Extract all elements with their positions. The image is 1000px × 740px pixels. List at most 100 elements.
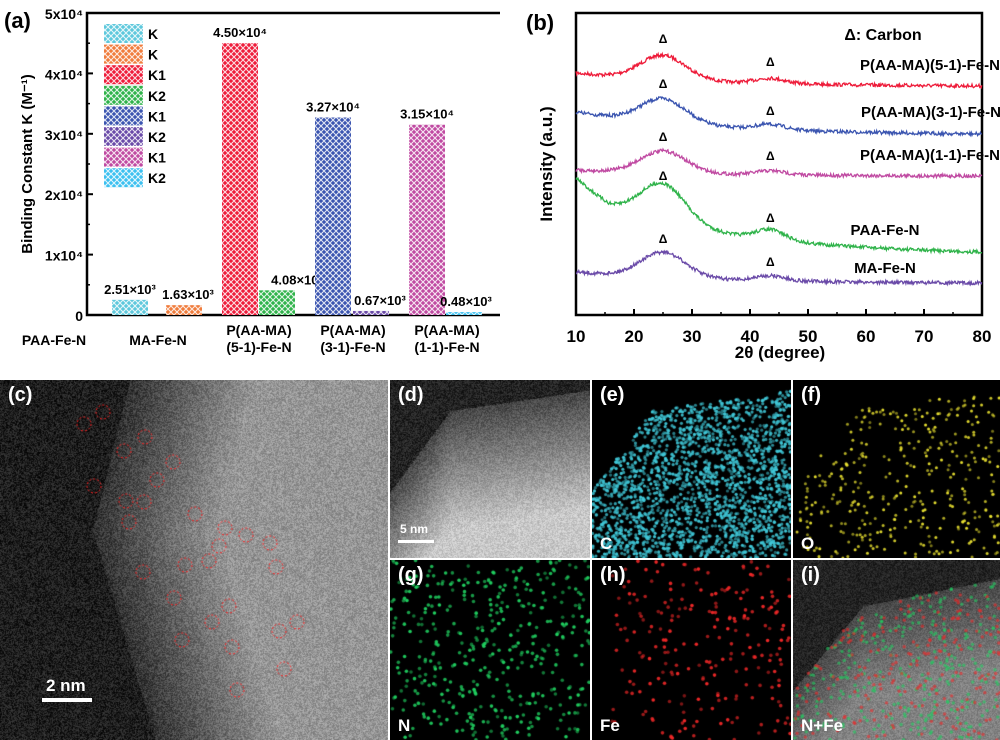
xrd-line-chart: (b) 10 20 30 40 50 60 70 80 2θ (degree) Intensity … <box>526 10 1000 362</box>
scale-bar <box>42 698 92 702</box>
x-tick-label: 80 <box>973 327 992 346</box>
panel-label: (a) <box>4 8 31 33</box>
x-tick-label: 40 <box>741 327 760 346</box>
element-label: O <box>801 534 815 553</box>
bar-hatch <box>353 310 389 315</box>
x-tick-label: 30 <box>683 327 702 346</box>
eds-map-n-fe-overlay: (i) N+Fe <box>793 560 1000 740</box>
peak-marker: Δ <box>659 232 668 246</box>
eds-map-o: (f) O <box>793 380 1000 558</box>
x-category-label: P(AA-MA) <box>226 322 291 338</box>
y-tick-label: 0 <box>75 308 83 324</box>
peak-marker: Δ <box>659 169 668 183</box>
bar-value-label: 2.51×10³ <box>104 282 156 297</box>
annotation: Δ: Carbon <box>844 27 921 44</box>
panel-label: (c) <box>8 384 33 406</box>
legend-swatch-hatch <box>104 106 143 126</box>
series-line <box>575 249 983 287</box>
element-label: C <box>600 534 613 553</box>
x-category-label: (5-1)-Fe-N <box>226 339 291 355</box>
x-category-label: MA-Fe-N <box>129 332 187 348</box>
peak-marker: Δ <box>766 211 775 225</box>
peak-marker: Δ <box>766 104 775 118</box>
legend-label: K2 <box>148 170 166 186</box>
y-tick-label: 1x10⁴ <box>45 248 83 264</box>
legend-swatch-hatch <box>104 147 143 167</box>
legend-label: K <box>148 47 158 63</box>
eds-map-n: (g) N <box>390 560 590 740</box>
peak-marker: Δ <box>766 149 775 163</box>
bar-value-label: 3.15×10⁴ <box>400 107 454 122</box>
scale-bar-label: 2 nm <box>46 676 86 695</box>
x-category-label: PAA-Fe-N <box>22 332 86 348</box>
series-line <box>575 147 983 180</box>
y-axis-label: Intensity (a.u.) <box>537 106 556 221</box>
y-tick-label: 4x10⁴ <box>45 66 83 82</box>
haadf-image-d: (d) 5 nm <box>390 380 590 558</box>
peak-marker: Δ <box>766 255 775 269</box>
peak-marker: Δ <box>659 32 668 46</box>
legend-label: K2 <box>148 129 166 145</box>
panel-label: (d) <box>398 384 424 406</box>
series-label: MA-Fe-N <box>854 260 916 277</box>
haadf-image-c: (c) 2 nm <box>0 380 388 740</box>
element-label: Fe <box>600 716 620 735</box>
eds-map-fe: (h) Fe <box>592 560 791 740</box>
bar-value-label: 0.48×10³ <box>440 294 492 309</box>
panel-label: (f) <box>801 384 821 406</box>
x-category-label: (1-1)-Fe-N <box>414 339 479 355</box>
bar-hatch <box>166 305 202 315</box>
series-label: P(AA-MA)(1-1)-Fe-N <box>860 147 1000 164</box>
element-label: N <box>398 716 411 735</box>
x-tick-label: 50 <box>799 327 818 346</box>
series-line <box>575 96 982 138</box>
legend-label: K1 <box>148 108 166 124</box>
binding-constant-bar-chart: (a) 0 1x10⁴ 2x10⁴ 3x10⁴ 4x10⁴ 5x10⁴ Binding Con… <box>4 6 500 355</box>
scale-bar <box>398 540 434 543</box>
x-tick-label: 70 <box>915 327 934 346</box>
legend-swatch-hatch <box>104 85 143 105</box>
series-label: P(AA-MA)(5-1)-Fe-N <box>860 57 1000 74</box>
bar-value-label: 4.08×10³ <box>271 272 323 287</box>
panel-label: (e) <box>600 384 625 406</box>
bar-hatch <box>112 299 148 315</box>
legend-swatch-hatch <box>104 127 143 146</box>
bar-hatch <box>259 290 295 315</box>
legend-swatch-hatch <box>104 168 143 188</box>
legend-label: K1 <box>148 67 166 83</box>
bar-hatch <box>446 312 482 315</box>
series-line <box>575 176 983 255</box>
x-axis-label: 2θ (degree) <box>735 343 825 362</box>
panel-label: (g) <box>398 564 424 586</box>
peak-marker: Δ <box>659 130 668 144</box>
scale-bar-label: 5 nm <box>400 522 429 536</box>
element-label: N+Fe <box>801 716 844 735</box>
peak-marker: Δ <box>766 55 775 69</box>
x-tick-label: 60 <box>857 327 876 346</box>
y-tick-label: 2x10⁴ <box>45 187 83 203</box>
y-axis-label: Binding Constant K (M⁻¹) <box>19 74 36 254</box>
legend-swatch-hatch <box>104 65 143 85</box>
bar-value-label: 3.27×10⁴ <box>306 99 360 114</box>
x-category-label: (3-1)-Fe-N <box>320 339 385 355</box>
series-line <box>575 51 983 90</box>
panel-label: (b) <box>526 10 554 35</box>
bar-value-label: 4.50×10⁴ <box>213 25 267 40</box>
panel-label: (i) <box>801 564 820 586</box>
x-category-label: P(AA-MA) <box>320 322 385 338</box>
legend-label: K1 <box>148 150 166 166</box>
y-tick-label: 3x10⁴ <box>45 127 83 143</box>
x-category-label: P(AA-MA) <box>414 322 479 338</box>
bar-hatch <box>315 117 351 315</box>
bar-hatch <box>222 43 258 315</box>
x-tick-label: 10 <box>567 327 586 346</box>
bar-value-label: 1.63×10³ <box>162 287 214 302</box>
legend-swatch-hatch <box>104 24 143 43</box>
legend-swatch-hatch <box>104 44 143 64</box>
peak-marker: Δ <box>659 77 668 91</box>
eds-map-c: (e) C <box>592 380 791 558</box>
bar-value-label: 0.67×10³ <box>354 293 406 308</box>
x-tick-label: 20 <box>625 327 644 346</box>
y-tick-label: 5x10⁴ <box>45 6 83 22</box>
